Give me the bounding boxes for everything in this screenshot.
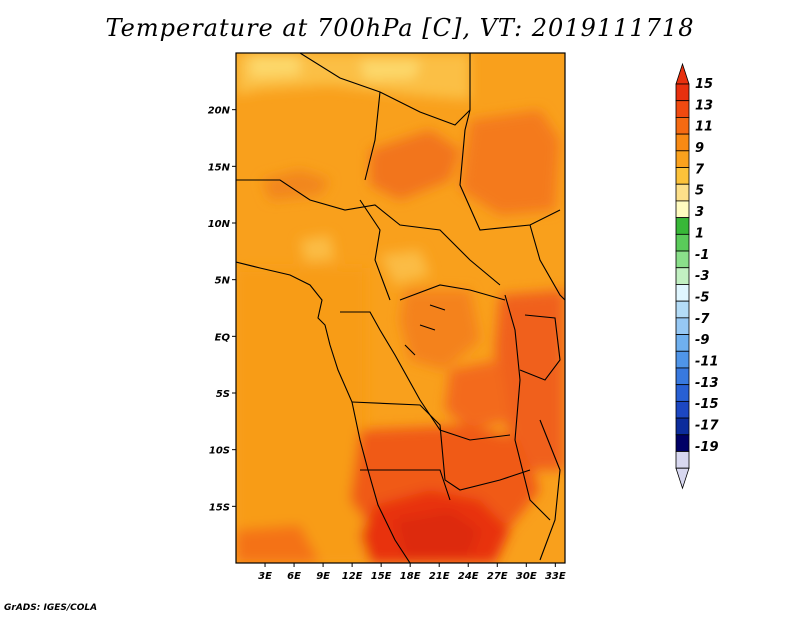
x-tick-label-9: 30E <box>516 571 537 582</box>
rivers-congo <box>404 304 446 356</box>
x-tick-label-10: 33E <box>545 571 566 582</box>
colorbar-box-20 <box>675 417 690 436</box>
colorbar-box-12 <box>675 284 690 302</box>
colorbar-box-21 <box>675 434 690 452</box>
colorbar-box-19 <box>675 400 690 419</box>
coastline-west-africa <box>236 261 411 563</box>
colorbar-label-17: -19 <box>695 440 719 455</box>
colorbar-box-3 <box>675 133 690 152</box>
border-niger-chad <box>364 91 381 181</box>
x-tick-label-5: 18E <box>400 571 421 582</box>
colorbar-box-14 <box>675 317 690 335</box>
x-tick-label-4: 15E <box>371 571 392 582</box>
colorbar-box-9 <box>675 233 690 252</box>
border-angola <box>351 401 531 491</box>
colorbar-label-13: -11 <box>695 354 719 369</box>
region-sudan <box>460 110 560 215</box>
y-tick-label-4: EQ <box>215 332 231 343</box>
border-congo-drc <box>340 311 511 441</box>
colorbar-box-22 <box>675 451 690 469</box>
colorbar-box-1 <box>675 100 690 118</box>
colorbar-box-17 <box>675 367 690 386</box>
x-tick-label-7: 24E <box>458 571 479 582</box>
colorbar-box-11 <box>675 267 690 285</box>
x-tick-label-3: 12E <box>342 571 363 582</box>
region-central-pale <box>380 250 430 285</box>
colorbar-label-2: 11 <box>695 120 713 135</box>
region-pale-spot-2 <box>360 60 420 80</box>
colorbar-label-9: -3 <box>695 269 709 284</box>
y-tick-label-3: 5N <box>215 276 231 287</box>
colorbar-box-15 <box>675 334 690 352</box>
region-east-africa <box>495 290 565 470</box>
colorbar-label-6: 3 <box>695 205 704 220</box>
colorbar: 15 13 11 9 7 5 3 1 -1 -3 -5 -7 -9 -11 -13 -15 -17 -19 <box>675 62 719 490</box>
border-nigeria-cameroon <box>359 199 391 301</box>
temperature-field <box>236 53 565 563</box>
region-west-pale <box>300 235 335 262</box>
colorbar-box-10 <box>675 250 690 269</box>
colorbar-label-8: -1 <box>695 248 709 263</box>
y-tick-label-1: 15N <box>208 162 231 173</box>
colorbar-label-12: -9 <box>695 333 709 348</box>
colorbar-label-1: 13 <box>695 98 713 113</box>
border-car-drc <box>399 284 506 301</box>
colorbar-box-2 <box>675 117 690 135</box>
border-south-sudan <box>529 224 565 301</box>
colorbar-label-3: 9 <box>695 141 704 156</box>
border-namibia-north <box>360 469 451 501</box>
region-congo-basin <box>400 290 480 370</box>
colorbar-box-16 <box>675 350 690 369</box>
plot-frame <box>235 52 566 564</box>
x-tick-label-8: 27E <box>487 571 508 582</box>
lake-victoria <box>519 314 561 381</box>
colorbar-label-16: -17 <box>695 419 719 434</box>
colorbar-box-18 <box>675 384 690 402</box>
colorbar-label-7: 1 <box>695 226 704 241</box>
colorbar-label-10: -5 <box>695 290 709 305</box>
x-axis: 3E 6E 9E 12E 15E 18E 21E 24E 27E 30E 33E <box>258 563 566 582</box>
grads-credit: GrADS: IGES/COLA <box>4 603 98 613</box>
border-mozambique <box>539 419 561 561</box>
region-sahel-west <box>262 170 330 200</box>
colorbar-label-15: -15 <box>695 397 719 412</box>
region-pale-spot-1 <box>250 55 300 78</box>
colorbar-box-7 <box>675 200 690 219</box>
x-tick-label-2: 9E <box>316 571 330 582</box>
y-tick-label-6: 10S <box>209 446 230 457</box>
colorbar-box-13 <box>675 300 690 319</box>
y-tick-label-7: 15S <box>209 502 230 513</box>
region-gulf-of-guinea <box>236 268 366 563</box>
colorbar-top-arrow <box>675 62 690 85</box>
region-hottest-core <box>395 510 480 558</box>
colorbar-box-4 <box>675 150 690 168</box>
x-tick-label-0: 3E <box>258 571 272 582</box>
border-sahel-south <box>236 179 501 286</box>
country-borders <box>236 53 565 563</box>
colorbar-label-11: -7 <box>695 312 710 327</box>
y-tick-label-5: 5S <box>216 389 230 400</box>
border-sahara-north <box>299 53 471 126</box>
chart-title: Temperature at 700hPa [C], VT: 201911171… <box>105 14 695 42</box>
colorbar-box-0 <box>675 83 690 102</box>
region-chad-libya <box>370 130 460 200</box>
colorbar-label-0: 15 <box>695 77 713 92</box>
x-tick-label-6: 21E <box>429 571 450 582</box>
y-tick-label-2: 10N <box>208 219 231 230</box>
colorbar-box-6 <box>675 183 690 202</box>
y-axis: 20N 15N 10N 5N EQ 5S 10S 15S <box>208 106 236 513</box>
colorbar-label-4: 7 <box>695 162 705 177</box>
region-east-congo <box>445 360 510 430</box>
region-southwest-ocean <box>236 525 320 563</box>
x-tick-label-1: 6E <box>287 571 301 582</box>
colorbar-box-5 <box>675 167 690 185</box>
border-east-lakes <box>504 294 551 521</box>
colorbar-bottom-arrow <box>675 467 690 490</box>
colorbar-label-5: 5 <box>695 184 704 199</box>
colorbar-box-8 <box>675 217 690 235</box>
colorbar-label-14: -13 <box>695 376 719 391</box>
y-tick-label-0: 20N <box>208 106 231 117</box>
